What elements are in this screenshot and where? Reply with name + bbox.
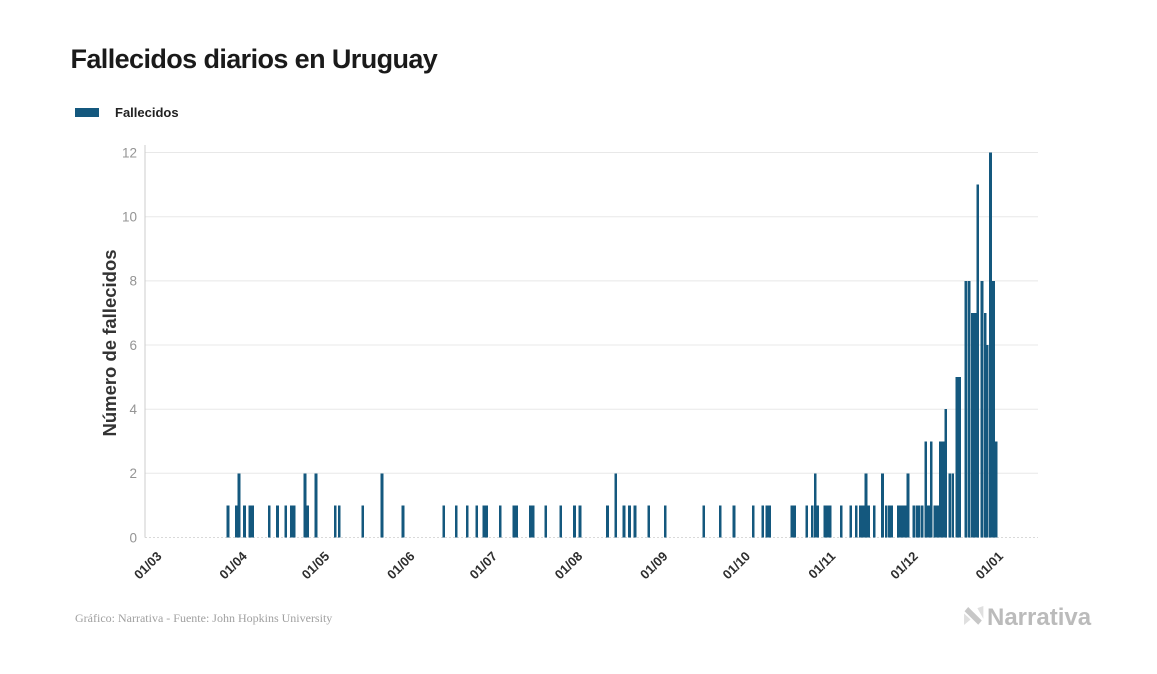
svg-text:2: 2	[129, 466, 137, 481]
svg-text:12: 12	[122, 145, 137, 160]
svg-text:Número de fallecidos: Número de fallecidos	[99, 249, 120, 436]
svg-text:8: 8	[129, 274, 137, 289]
svg-text:01/04: 01/04	[216, 548, 250, 582]
svg-text:01/10: 01/10	[720, 549, 754, 583]
svg-text:01/08: 01/08	[552, 549, 586, 583]
svg-text:01/05: 01/05	[299, 549, 333, 583]
svg-text:4: 4	[129, 402, 137, 417]
svg-text:01/12: 01/12	[887, 549, 921, 583]
svg-text:01/06: 01/06	[384, 549, 418, 583]
svg-text:10: 10	[122, 210, 137, 225]
svg-text:0: 0	[129, 530, 137, 545]
svg-text:01/09: 01/09	[637, 549, 671, 583]
svg-text:01/07: 01/07	[467, 549, 501, 583]
svg-text:01/03: 01/03	[131, 549, 165, 583]
svg-text:01/11: 01/11	[805, 549, 838, 582]
svg-text:01/01: 01/01	[973, 549, 1007, 583]
svg-text:6: 6	[129, 338, 137, 353]
